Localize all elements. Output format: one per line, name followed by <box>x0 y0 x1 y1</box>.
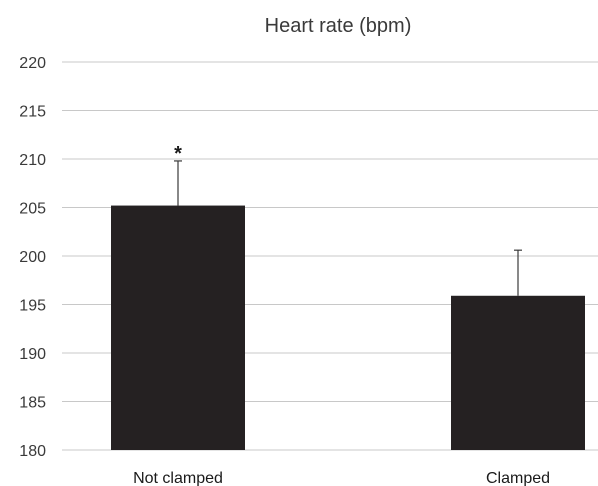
y-tick-label: 190 <box>19 346 46 363</box>
error-bar <box>514 249 522 296</box>
bar-not-clamped <box>111 205 245 450</box>
error-bar <box>174 160 182 206</box>
y-tick-label: 185 <box>19 395 46 412</box>
y-axis-ticks: 180 185 190 195 200 205 210 215 220 <box>19 55 46 460</box>
x-axis-labels: Not clamped Clamped <box>133 470 550 486</box>
y-tick-label: 180 <box>19 443 46 460</box>
y-tick-label: 200 <box>19 249 46 266</box>
y-tick-label: 220 <box>19 55 46 72</box>
x-category-label: Not clamped <box>133 470 223 486</box>
significance-marker: * <box>174 143 182 165</box>
y-tick-label: 195 <box>19 298 46 315</box>
y-tick-label: 210 <box>19 152 46 169</box>
chart-title: Heart rate (bpm) <box>265 15 412 37</box>
bar-clamped <box>451 295 585 450</box>
y-tick-label: 205 <box>19 201 46 218</box>
bars <box>111 205 585 450</box>
y-tick-label: 215 <box>19 104 46 121</box>
annotations: * <box>174 143 182 165</box>
x-category-label: Clamped <box>486 470 550 486</box>
error-bars <box>174 160 522 296</box>
